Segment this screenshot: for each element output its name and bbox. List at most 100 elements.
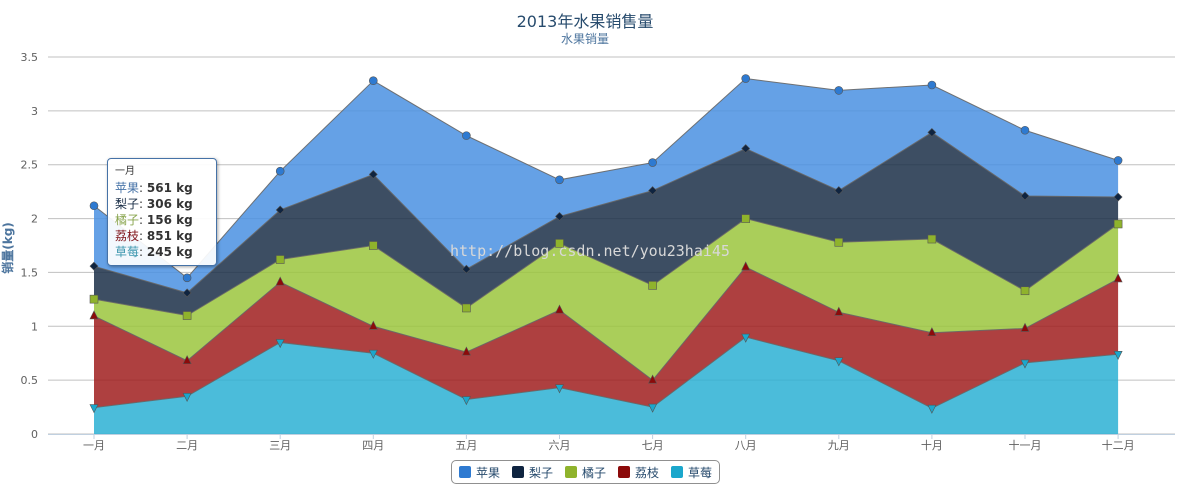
y-tick-label: 3.5 — [21, 51, 39, 64]
area-lychee[interactable] — [94, 267, 1119, 409]
legend-label: 草莓 — [688, 465, 713, 480]
point-orange[interactable] — [275, 255, 285, 264]
tooltip-value: 245 kg — [146, 245, 193, 259]
point-lychee[interactable] — [834, 306, 844, 316]
point-strawberry[interactable] — [648, 403, 658, 413]
tooltip-series-name: 苹果 — [115, 181, 140, 195]
point-orange[interactable] — [89, 294, 99, 304]
point-orange[interactable] — [462, 303, 471, 313]
y-axis-title: 销量(kg) — [0, 222, 15, 274]
y-tick-label: 0 — [31, 428, 38, 441]
area-apple[interactable] — [94, 78, 1119, 293]
point-pear[interactable] — [1020, 191, 1030, 201]
point-apple[interactable] — [834, 86, 844, 95]
point-strawberry[interactable] — [834, 357, 844, 367]
tooltip-row: 橘子: 156 kg — [115, 213, 193, 227]
point-strawberry[interactable] — [368, 349, 378, 359]
legend-item-lychee[interactable]: 荔枝 — [618, 464, 659, 481]
point-orange[interactable] — [1113, 219, 1123, 229]
point-apple[interactable] — [182, 273, 192, 283]
point-pear[interactable] — [741, 144, 751, 153]
point-lychee[interactable] — [741, 261, 751, 271]
point-orange[interactable] — [555, 239, 564, 248]
point-pear[interactable] — [461, 264, 471, 274]
point-orange[interactable] — [368, 241, 378, 250]
x-tick-label: 六月 — [549, 439, 571, 452]
x-tick-label: 四月 — [362, 439, 384, 452]
x-tick-label: 三月 — [269, 439, 291, 452]
point-lychee[interactable] — [555, 304, 564, 314]
x-tick-label: 九月 — [828, 439, 850, 452]
point-apple[interactable] — [648, 158, 657, 167]
legend-item-pear[interactable]: 梨子 — [511, 464, 553, 481]
point-strawberry[interactable] — [89, 404, 99, 414]
point-lychee[interactable] — [89, 310, 99, 320]
area-orange[interactable] — [94, 218, 1119, 381]
point-pear[interactable] — [275, 205, 285, 215]
point-apple[interactable] — [1113, 156, 1123, 165]
point-strawberry[interactable] — [182, 393, 192, 402]
point-strawberry[interactable] — [275, 339, 285, 349]
point-pear[interactable] — [89, 261, 99, 271]
point-apple[interactable] — [927, 80, 937, 90]
point-lychee[interactable] — [1113, 273, 1123, 283]
legend-item-orange[interactable]: 橘子 — [564, 464, 606, 481]
point-pear[interactable] — [368, 169, 378, 179]
point-apple[interactable] — [462, 131, 471, 140]
tooltip-value: 561 kg — [146, 181, 193, 195]
point-apple[interactable] — [555, 175, 564, 185]
legend-item-strawberry[interactable]: 草莓 — [671, 464, 712, 481]
legend-label: 荔枝 — [635, 465, 660, 480]
point-orange[interactable] — [648, 281, 657, 290]
point-lychee[interactable] — [368, 320, 378, 330]
point-lychee[interactable] — [927, 327, 937, 337]
point-lychee[interactable] — [1020, 322, 1030, 332]
area-pear[interactable] — [94, 132, 1119, 316]
x-tick-label: 十二月 — [1102, 438, 1135, 452]
point-apple[interactable] — [275, 166, 285, 176]
point-apple[interactable] — [741, 74, 751, 83]
legend-item-apple[interactable]: 苹果 — [458, 464, 500, 481]
point-pear[interactable] — [555, 211, 564, 221]
y-tick-label: 1 — [31, 320, 38, 333]
point-lychee[interactable] — [275, 276, 285, 286]
point-pear[interactable] — [648, 186, 658, 195]
watermark-text: http://blog.csdn.net/you23hai45 — [450, 242, 730, 260]
point-apple[interactable] — [368, 76, 378, 85]
tooltip-row: 草莓: 245 kg — [115, 245, 193, 259]
point-pear[interactable] — [927, 127, 937, 137]
point-lychee[interactable] — [461, 346, 471, 356]
series-line-strawberry — [93, 336, 1119, 409]
legend-swatch — [671, 466, 684, 478]
point-lychee[interactable] — [182, 355, 192, 365]
point-strawberry[interactable] — [1020, 359, 1030, 369]
plot-areas[interactable] — [93, 78, 1119, 434]
tooltip-row: 苹果: 561 kg — [115, 181, 193, 195]
point-strawberry[interactable] — [461, 396, 471, 406]
legend-label: 梨子 — [528, 465, 553, 480]
point-pear[interactable] — [182, 288, 192, 298]
y-tick-label: 3 — [31, 105, 38, 118]
point-orange[interactable] — [1020, 286, 1030, 296]
point-orange[interactable] — [927, 234, 937, 244]
chart-subtitle: 水果销量 — [561, 32, 609, 46]
point-orange[interactable] — [834, 237, 844, 247]
point-orange[interactable] — [182, 311, 192, 320]
tooltip-value: 156 kg — [146, 213, 193, 227]
point-apple[interactable] — [1020, 125, 1030, 135]
point-apple[interactable] — [89, 201, 99, 211]
plot-markers[interactable] — [89, 74, 1123, 414]
point-strawberry[interactable] — [555, 384, 564, 394]
point-orange[interactable] — [741, 214, 751, 223]
x-tick-label: 十一月 — [1009, 438, 1042, 452]
point-strawberry[interactable] — [927, 404, 937, 414]
x-tick-label: 一月 — [83, 439, 105, 452]
point-strawberry[interactable] — [1113, 350, 1123, 360]
tooltip-row: 荔枝: 851 kg — [115, 229, 193, 243]
point-pear[interactable] — [834, 186, 844, 195]
area-strawberry[interactable] — [94, 337, 1119, 434]
point-lychee[interactable] — [648, 374, 658, 384]
point-strawberry[interactable] — [741, 333, 751, 343]
point-pear[interactable] — [1113, 192, 1123, 202]
